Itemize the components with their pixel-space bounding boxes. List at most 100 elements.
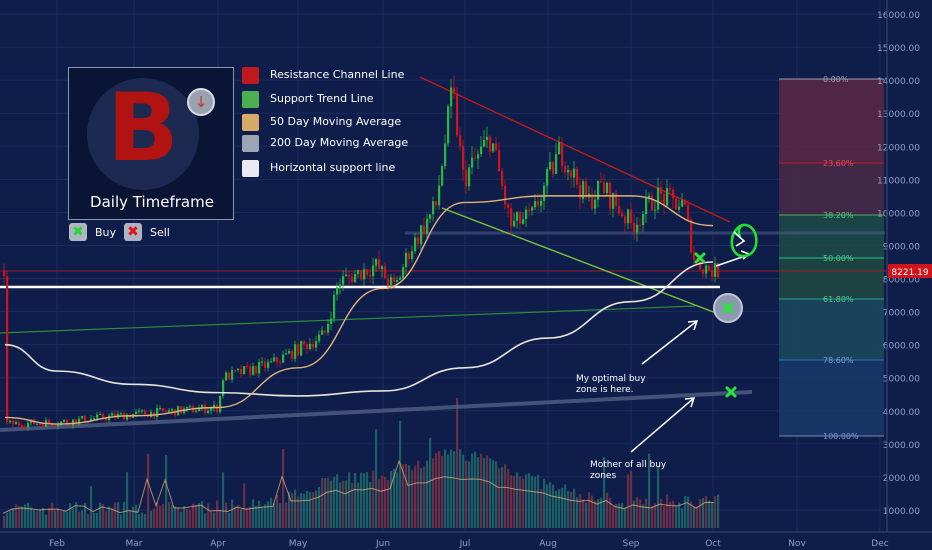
buy-key-label: Buy bbox=[95, 226, 117, 239]
volume-bar bbox=[438, 450, 441, 528]
x-tick-label: Jun bbox=[375, 539, 390, 549]
candle-body bbox=[699, 260, 702, 270]
volume-bar bbox=[714, 496, 717, 528]
candle-body bbox=[717, 263, 720, 278]
candle-body bbox=[207, 410, 210, 413]
candle-body bbox=[651, 195, 654, 211]
volume-bar bbox=[147, 453, 150, 528]
candle-body bbox=[312, 343, 315, 348]
support-trend-line bbox=[441, 207, 717, 314]
candle-body bbox=[198, 408, 201, 412]
candle-body bbox=[273, 357, 276, 362]
volume-bar bbox=[354, 472, 357, 528]
volume-bar bbox=[36, 510, 39, 528]
candle-body bbox=[549, 161, 552, 170]
volume-bar bbox=[357, 482, 360, 528]
legend-swatch bbox=[242, 67, 259, 84]
volume-bar bbox=[447, 454, 450, 528]
bitcoin-logo-circle bbox=[87, 78, 199, 190]
candle-body bbox=[426, 218, 429, 234]
optimal-buy-zone-label: zone is here. bbox=[576, 385, 634, 395]
volume-bar bbox=[504, 464, 507, 528]
candle-body bbox=[234, 369, 237, 371]
volume-bar bbox=[21, 506, 24, 528]
volume-bar bbox=[456, 398, 459, 528]
candle-body bbox=[546, 169, 549, 186]
volume-bar bbox=[258, 500, 261, 528]
fib-band bbox=[779, 360, 884, 436]
volume-bar bbox=[195, 504, 198, 528]
candle-body bbox=[612, 193, 615, 209]
candle-body bbox=[84, 415, 87, 423]
volume-bar bbox=[711, 502, 714, 528]
candle-body bbox=[390, 277, 393, 286]
fib-level-label: 23.60% bbox=[823, 159, 854, 168]
volume-bar bbox=[180, 511, 183, 528]
volume-bar bbox=[18, 505, 21, 528]
candle-body bbox=[399, 277, 402, 280]
candle-body bbox=[294, 344, 297, 359]
candle-body bbox=[633, 222, 636, 233]
legend-label: 50 Day Moving Average bbox=[270, 115, 402, 128]
volume-bar bbox=[621, 503, 624, 528]
candle-body bbox=[366, 269, 369, 275]
buy-mark-icon bbox=[694, 252, 706, 264]
legend-swatch bbox=[242, 160, 259, 177]
volume-bar bbox=[525, 474, 528, 528]
volume-bar bbox=[282, 449, 285, 528]
x-tick-label: Sep bbox=[623, 539, 640, 549]
candle-body bbox=[78, 418, 81, 424]
volume-bar bbox=[294, 489, 297, 528]
volume-bar bbox=[699, 499, 702, 528]
candle-body bbox=[441, 166, 444, 186]
volume-bar bbox=[207, 503, 210, 528]
candle-body bbox=[327, 323, 330, 333]
volume-bar bbox=[588, 492, 591, 528]
candle-body bbox=[96, 414, 99, 419]
volume-bar bbox=[168, 501, 171, 528]
volume-bar bbox=[450, 449, 453, 528]
volume-bar bbox=[471, 453, 474, 528]
fib-band bbox=[779, 215, 884, 258]
candle-body bbox=[369, 274, 372, 277]
volume-bar bbox=[123, 501, 126, 528]
volume-bar bbox=[96, 513, 99, 528]
volume-bar bbox=[393, 468, 396, 528]
volume-bar bbox=[117, 502, 120, 528]
volume-bar bbox=[582, 499, 585, 528]
mother-zone-arrow bbox=[630, 397, 695, 453]
candle-body bbox=[534, 201, 537, 208]
candle-body bbox=[162, 408, 165, 411]
candle-body bbox=[432, 201, 435, 215]
candle-body bbox=[264, 361, 267, 368]
volume-bar bbox=[483, 458, 486, 528]
candle-body bbox=[537, 201, 540, 206]
volume-bar bbox=[345, 480, 348, 528]
volume-bar bbox=[210, 511, 213, 528]
x-tick-label: Jul bbox=[459, 539, 471, 549]
x-tick-label: Nov bbox=[788, 539, 806, 549]
volume-bar bbox=[102, 504, 105, 528]
candle-body bbox=[333, 294, 336, 319]
volume-bar bbox=[654, 503, 657, 528]
candle-body bbox=[579, 184, 582, 199]
candle-body bbox=[627, 209, 630, 224]
volume-bar bbox=[267, 501, 270, 528]
volume-bar bbox=[627, 474, 630, 528]
volume-bar bbox=[216, 500, 219, 528]
candle-body bbox=[114, 413, 117, 418]
volume-bar bbox=[660, 499, 663, 528]
volume-bar bbox=[540, 488, 543, 528]
volume-bar bbox=[669, 501, 672, 528]
volume-bar bbox=[672, 500, 675, 528]
volume-bar bbox=[84, 502, 87, 528]
volume-bar bbox=[576, 497, 579, 528]
candle-body bbox=[636, 224, 639, 233]
candle-body bbox=[513, 220, 516, 227]
candle-body bbox=[468, 167, 471, 187]
volume-bar bbox=[351, 483, 354, 528]
volume-bar bbox=[564, 484, 567, 528]
candle-body bbox=[621, 213, 624, 217]
volume-bar bbox=[675, 505, 678, 528]
volume-bar bbox=[531, 476, 534, 528]
